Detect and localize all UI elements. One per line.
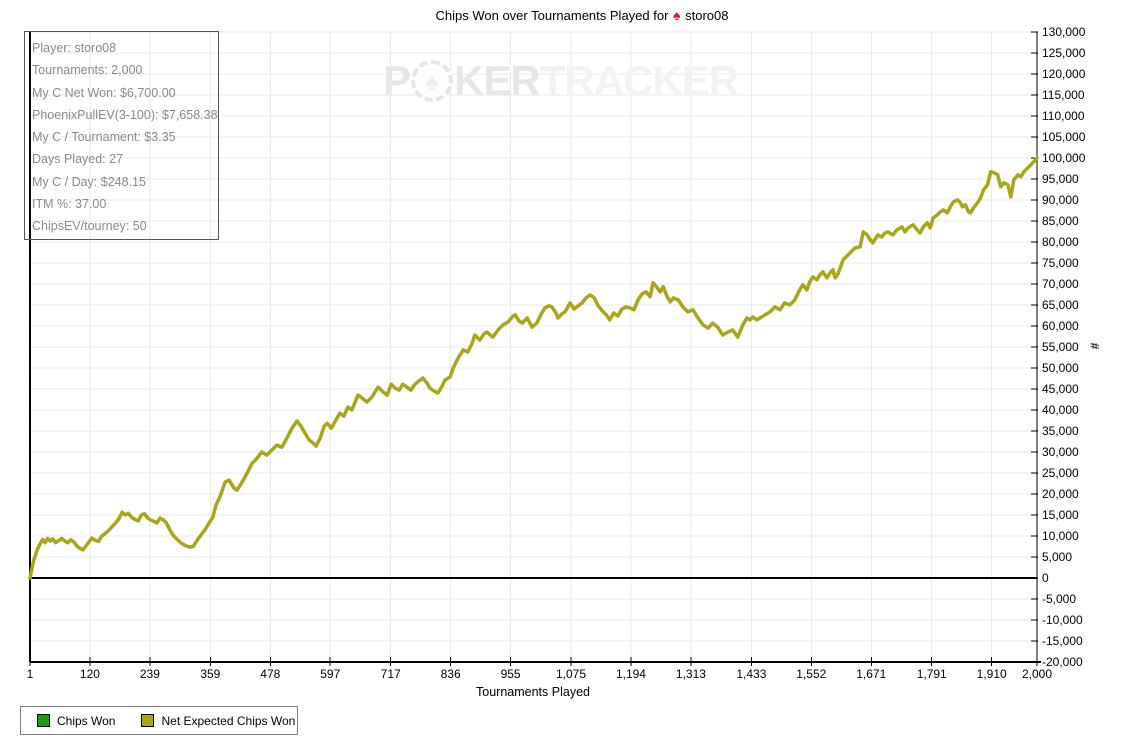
x-tick-label: 120 bbox=[79, 667, 100, 681]
y-tick-label: 20,000 bbox=[1042, 487, 1079, 501]
x-tick-label: 1,791 bbox=[916, 667, 947, 681]
stats-row: My C Net Won: $6,700.00 bbox=[32, 85, 176, 100]
y-tick-label: 40,000 bbox=[1042, 403, 1079, 417]
red-spade-icon: ♠ bbox=[673, 7, 681, 23]
stats-row: My C / Tournament: $3.35 bbox=[32, 130, 176, 145]
x-tick-label: 1,313 bbox=[675, 667, 706, 681]
stats-row: Tournaments: 2,000 bbox=[32, 63, 143, 78]
x-tick-label: 1,671 bbox=[856, 667, 887, 681]
x-tick-label: 1,194 bbox=[615, 667, 646, 681]
x-tick-label: 2,000 bbox=[1021, 667, 1053, 681]
y-tick-label: 70,000 bbox=[1042, 277, 1079, 291]
legend-label-chips-won: Chips Won bbox=[57, 713, 116, 728]
y-tick-label: 125,000 bbox=[1042, 46, 1086, 60]
y-tick-label: -15,000 bbox=[1042, 634, 1083, 648]
x-tick-label: 955 bbox=[500, 667, 521, 681]
y-tick-label: -5,000 bbox=[1042, 592, 1077, 606]
stats-row: My C / Day: $248.15 bbox=[32, 174, 146, 189]
y-tick-label: 50,000 bbox=[1042, 361, 1079, 375]
x-tick-label: 239 bbox=[139, 667, 160, 681]
stats-panel: Player: storo08 Tournaments: 2,000 My C Ne… bbox=[24, 31, 219, 240]
stats-row: Player: storo08 bbox=[32, 41, 117, 55]
stats-row: Days Played: 27 bbox=[32, 152, 124, 167]
chart-title-player: storo08 bbox=[685, 8, 729, 23]
y-tick-label: 30,000 bbox=[1042, 445, 1079, 459]
y-tick-label: 65,000 bbox=[1042, 298, 1079, 312]
stats-row: PhoenixPullEV(3-100): $7,658.38 bbox=[32, 107, 218, 122]
legend-swatch-chips-won bbox=[37, 714, 50, 727]
x-tick-label: 836 bbox=[440, 667, 461, 681]
legend-label-net-expected-chips-won: Net Expected Chips Won bbox=[161, 713, 296, 728]
x-tick-label: 717 bbox=[380, 667, 401, 681]
legend: Chips Won Net Expected Chips Won bbox=[20, 706, 298, 735]
y-tick-label: 10,000 bbox=[1042, 529, 1079, 543]
chart-title-prefix: Chips Won over Tournaments Played for bbox=[435, 8, 669, 23]
y-tick-label: 0 bbox=[1042, 571, 1049, 585]
y-tick-label: -10,000 bbox=[1042, 613, 1083, 627]
x-tick-label: 359 bbox=[200, 667, 221, 681]
stats-row: ChipsEV/tourney: 50 bbox=[32, 219, 147, 234]
x-tick-label: 1,552 bbox=[796, 667, 827, 681]
y-tick-label: 60,000 bbox=[1042, 319, 1079, 333]
x-tick-label: 1,075 bbox=[556, 667, 587, 681]
y-tick-label: 25,000 bbox=[1042, 466, 1079, 480]
y-axis-hash-symbol: # bbox=[1087, 342, 1102, 350]
y-tick-label: 80,000 bbox=[1042, 235, 1079, 249]
y-tick-label: 115,000 bbox=[1042, 88, 1085, 102]
y-tick-label: 120,000 bbox=[1042, 67, 1086, 81]
y-tick-label: 105,000 bbox=[1042, 130, 1086, 144]
x-tick-label: 1,910 bbox=[976, 667, 1007, 681]
chart-title: Chips Won over Tournaments Played for ♠ … bbox=[42, 7, 1122, 23]
x-tick-label: 478 bbox=[260, 667, 281, 681]
y-tick-label: 15,000 bbox=[1042, 508, 1079, 522]
y-tick-label: -20,000 bbox=[1042, 655, 1083, 669]
y-tick-label: 90,000 bbox=[1042, 193, 1079, 207]
x-tick-label: 1 bbox=[26, 667, 34, 681]
y-tick-label: 95,000 bbox=[1042, 172, 1079, 186]
x-axis-title: Tournaments Played bbox=[476, 685, 590, 699]
series-line-net-expected-chips-won bbox=[28, 156, 1039, 580]
legend-swatch-net-expected-chips-won bbox=[141, 714, 155, 727]
y-tick-label: 130,000 bbox=[1042, 25, 1086, 39]
x-tick-label: 1,433 bbox=[736, 667, 767, 681]
y-tick-label: 55,000 bbox=[1042, 340, 1079, 354]
y-tick-label: 35,000 bbox=[1042, 424, 1079, 438]
y-tick-label: 110,000 bbox=[1042, 109, 1085, 123]
y-tick-label: 75,000 bbox=[1042, 256, 1079, 270]
y-tick-label: 5,000 bbox=[1042, 550, 1073, 564]
y-tick-label: 85,000 bbox=[1042, 214, 1079, 228]
x-tick-label: 597 bbox=[320, 667, 341, 681]
y-tick-label: 100,000 bbox=[1042, 151, 1086, 165]
stats-row: ITM %: 37.00 bbox=[32, 197, 107, 212]
y-tick-label: 45,000 bbox=[1042, 382, 1079, 396]
